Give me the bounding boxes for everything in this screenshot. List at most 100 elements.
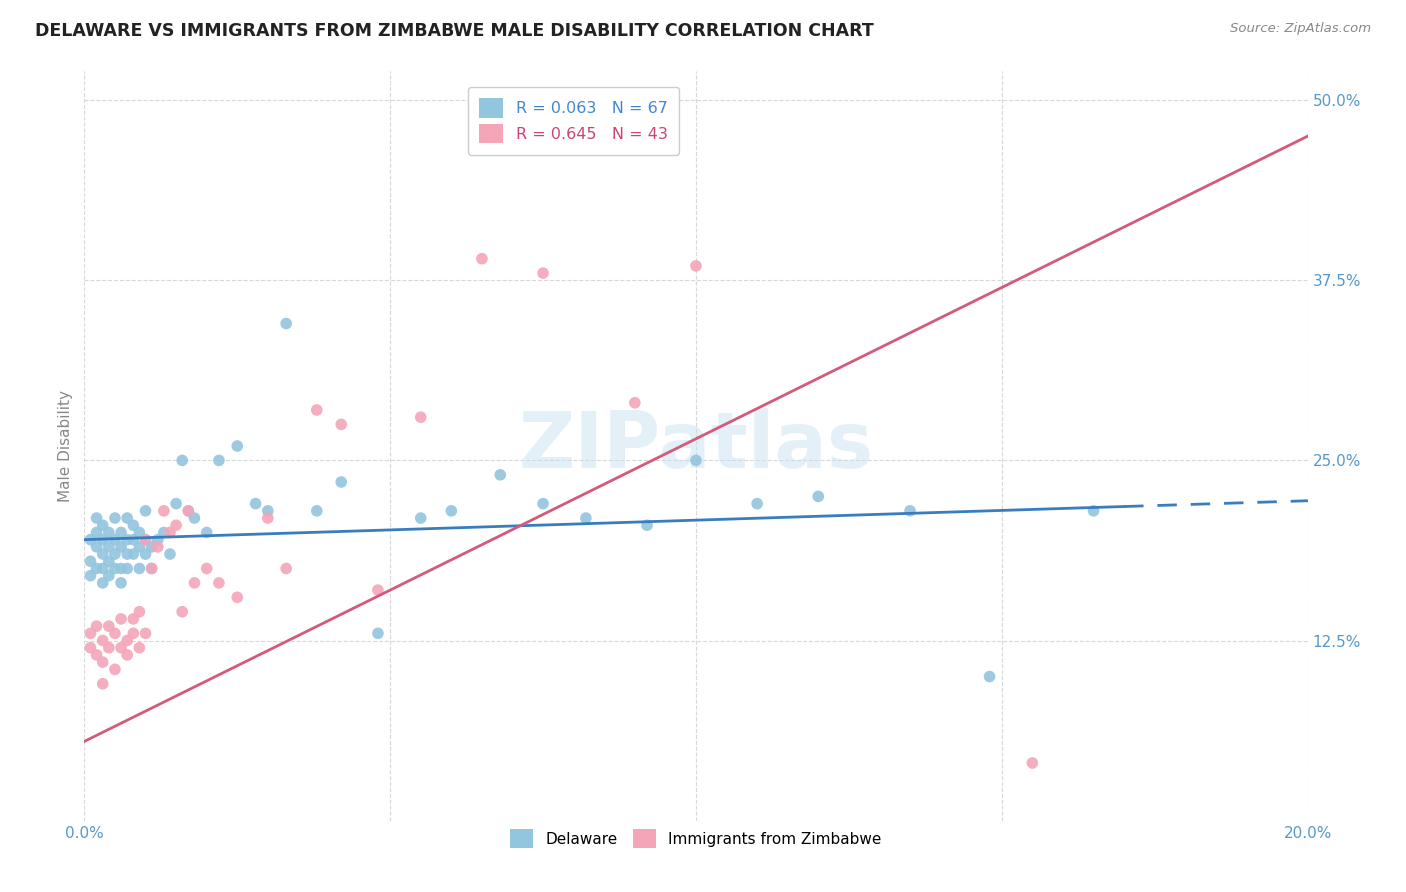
Point (177, 504, 200, 518)
Point (165, 518, 187, 533)
Point (135, 547, 157, 561)
Point (110, 540, 132, 554)
Point (165, 497, 187, 511)
Point (575, 511, 598, 525)
Point (195, 525, 218, 540)
Point (440, 504, 463, 518)
Point (110, 640, 132, 655)
Point (86, 561, 108, 575)
Legend: Delaware, Immigrants from Zimbabwe: Delaware, Immigrants from Zimbabwe (505, 823, 887, 855)
Point (79, 626, 101, 640)
Point (141, 540, 163, 554)
Point (79, 640, 101, 655)
Point (115, 648, 138, 662)
Point (330, 475, 353, 489)
Point (128, 561, 150, 575)
Point (91, 655, 114, 669)
Point (79, 533, 101, 547)
Text: DELAWARE VS IMMIGRANTS FROM ZIMBABWE MALE DISABILITY CORRELATION CHART: DELAWARE VS IMMIGRANTS FROM ZIMBABWE MAL… (35, 22, 875, 40)
Point (86, 511, 108, 525)
Point (257, 511, 280, 525)
Point (122, 533, 145, 547)
Point (141, 561, 163, 575)
Point (91, 633, 114, 648)
Point (86, 648, 108, 662)
Point (141, 561, 163, 575)
Point (115, 633, 138, 648)
Point (91, 518, 114, 533)
Point (471, 252, 494, 266)
Point (146, 533, 169, 547)
Point (122, 518, 145, 533)
Point (104, 662, 127, 676)
Point (208, 453, 231, 467)
Point (115, 533, 138, 547)
Point (97, 525, 120, 540)
Point (159, 525, 181, 540)
Point (97, 640, 120, 655)
Point (86, 619, 108, 633)
Point (91, 575, 114, 590)
Point (245, 497, 267, 511)
Text: Source: ZipAtlas.com: Source: ZipAtlas.com (1230, 22, 1371, 36)
Point (183, 511, 205, 525)
Point (257, 504, 280, 518)
Point (226, 439, 249, 453)
Point (122, 626, 145, 640)
Point (177, 504, 200, 518)
Point (97, 568, 120, 582)
Point (305, 403, 328, 417)
Point (91, 533, 114, 547)
Point (195, 561, 218, 575)
Point (685, 453, 707, 467)
Point (104, 511, 127, 525)
Point (128, 540, 150, 554)
Point (91, 561, 114, 575)
Point (276, 317, 298, 331)
Point (807, 490, 830, 504)
Point (1021, 756, 1043, 770)
Point (135, 533, 157, 547)
Point (183, 575, 205, 590)
Point (409, 511, 432, 525)
Y-axis label: Male Disability: Male Disability (58, 390, 73, 502)
Point (97, 554, 120, 568)
Point (115, 561, 138, 575)
Point (489, 467, 512, 482)
Point (153, 525, 176, 540)
Point (97, 540, 120, 554)
Point (531, 497, 554, 511)
Point (172, 605, 194, 619)
Point (115, 511, 138, 525)
Point (86, 540, 108, 554)
Point (128, 605, 150, 619)
Point (330, 417, 353, 432)
Point (636, 518, 658, 533)
Point (624, 396, 647, 410)
Point (110, 561, 132, 575)
Point (979, 669, 1001, 683)
Point (104, 547, 127, 561)
Point (91, 677, 114, 691)
Point (367, 626, 389, 640)
Point (1083, 504, 1105, 518)
Point (135, 533, 157, 547)
Point (128, 640, 150, 655)
Point (276, 561, 298, 575)
Point (153, 504, 176, 518)
Point (86, 525, 108, 540)
Point (135, 504, 157, 518)
Point (104, 626, 127, 640)
Point (208, 575, 231, 590)
Point (91, 547, 114, 561)
Point (747, 497, 769, 511)
Point (146, 540, 169, 554)
Point (110, 575, 132, 590)
Point (79, 554, 101, 568)
Text: ZIPatlas: ZIPatlas (519, 408, 873, 484)
Point (110, 612, 132, 626)
Point (97, 619, 120, 633)
Point (898, 504, 921, 518)
Point (122, 547, 145, 561)
Point (104, 533, 127, 547)
